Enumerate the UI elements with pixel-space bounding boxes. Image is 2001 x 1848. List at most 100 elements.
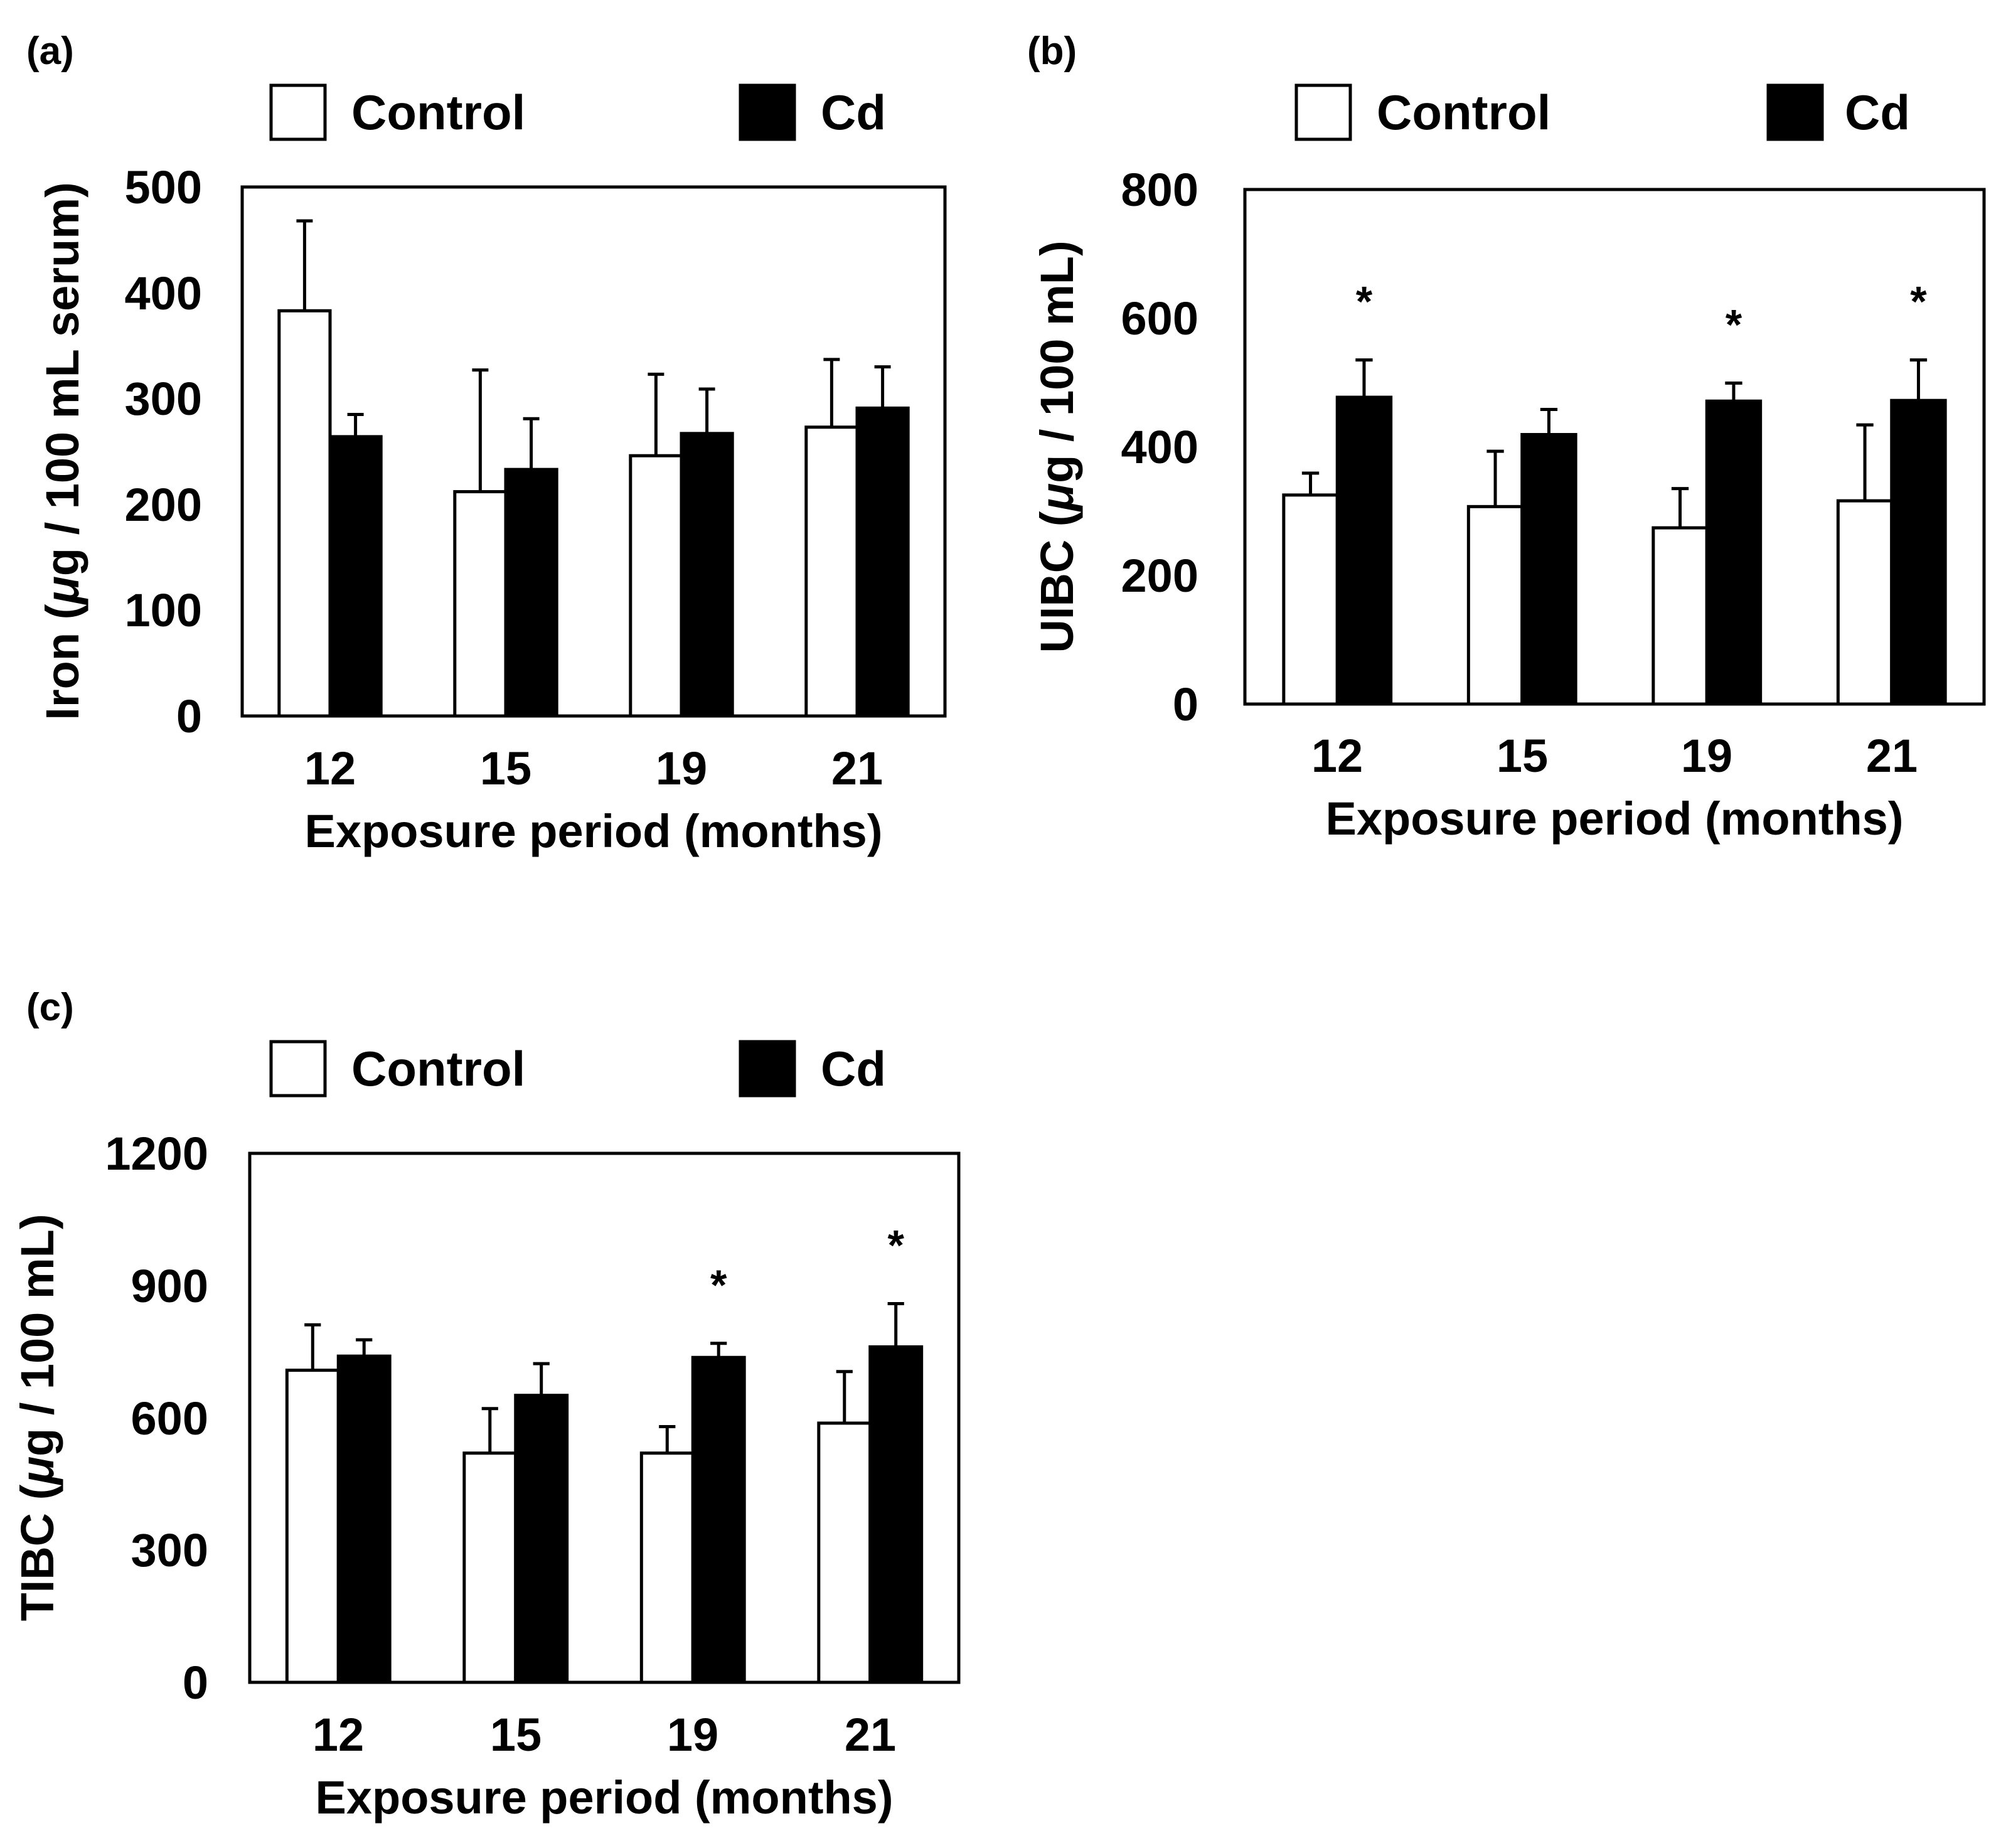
panel-c-control-bar-21	[817, 1421, 872, 1684]
panel-c-xtick: 21	[845, 1709, 896, 1761]
panel-c-xtick: 12	[312, 1709, 364, 1761]
panel-c-legend-cd-label: Cd	[821, 1041, 886, 1096]
panel-a-ytick: 300	[125, 373, 202, 425]
panel-b-ytick: 0	[1173, 678, 1198, 730]
panel-a: (a) Control Cd 0 100 200 300 400 500 12 …	[26, 29, 947, 857]
panel-a-ytick: 400	[125, 267, 202, 319]
panel-b: (b) Control Cd 0 200 400 600 800 12 15 1…	[1027, 29, 1986, 845]
panel-a-yaxis-label-mu: μ	[36, 576, 88, 606]
panel-b-yticks: 0 200 400 600 800	[1121, 164, 1198, 730]
panel-c-ytick: 300	[131, 1524, 208, 1576]
panel-c-significance-mark: *	[887, 1222, 904, 1269]
panel-b-yaxis-label-suffix: g / 100 mL)	[1031, 240, 1083, 483]
panel-b-cd-bar-12	[1335, 395, 1393, 706]
panel-a-xtick: 12	[304, 742, 356, 794]
panel-c-yaxis-label-suffix: g / 100 mL)	[11, 1214, 63, 1456]
panel-b-cd-bar-15	[1520, 433, 1577, 706]
panel-b-control-bar-15	[1466, 505, 1524, 706]
panel-b-xtick: 19	[1681, 730, 1732, 782]
panel-c-ytick: 600	[131, 1392, 208, 1445]
panel-b-cd-bar-21	[1890, 398, 1947, 706]
panel-b-bars: * * *	[1282, 278, 1947, 706]
panel-a-xtick: 15	[480, 742, 531, 794]
panel-b-control-bar-12	[1282, 493, 1339, 706]
panel-a-bars	[277, 219, 910, 718]
panel-c: (c) Control Cd 0 300 600 900 1200 12 15 …	[11, 986, 961, 1824]
panel-b-label: (b)	[1027, 29, 1077, 73]
panel-c-xtick: 19	[667, 1709, 718, 1761]
panel-b-xtick: 21	[1866, 730, 1918, 782]
panel-b-control-bar-19	[1651, 526, 1709, 706]
panel-b-yaxis-label-mu: μ	[1031, 483, 1083, 513]
panel-b-cd-bar-19	[1705, 399, 1763, 706]
panel-b-significance-mark: *	[1910, 278, 1927, 326]
panel-a-label: (a)	[26, 29, 74, 73]
panel-a-xticks: 12 15 19 21	[304, 742, 883, 794]
panel-a-cd-bar-15	[504, 467, 558, 718]
panel-a-control-bar-15	[453, 490, 508, 718]
panel-c-significance-mark: *	[710, 1261, 727, 1309]
panel-b-xaxis-label: Exposure period (months)	[1326, 793, 1904, 845]
panel-c-legend-control-label: Control	[351, 1041, 525, 1096]
panel-b-legend-cd-swatch	[1766, 83, 1824, 141]
panel-b-ytick: 600	[1121, 292, 1198, 344]
panel-b-xtick: 15	[1497, 730, 1548, 782]
panel-c-cd-bar-21	[868, 1345, 924, 1684]
panel-b-significance-mark: *	[1726, 301, 1742, 349]
panel-c-legend-cd-swatch	[739, 1040, 796, 1098]
panel-b-control-bar-21	[1836, 499, 1894, 706]
panel-c-control-bar-12	[285, 1369, 340, 1684]
panel-a-plot-frame	[240, 185, 947, 718]
panel-a-xaxis-label: Exposure period (months)	[305, 805, 883, 857]
panel-b-yaxis-label: UIBC (μg / 100 mL)	[1031, 240, 1083, 653]
panel-c-yaxis-label-prefix: TIBC (	[11, 1484, 63, 1621]
panel-b-legend-control-label: Control	[1377, 85, 1550, 140]
panel-b-ytick: 400	[1121, 421, 1198, 473]
panel-c-yticks: 0 300 600 900 1200	[105, 1128, 208, 1709]
panel-c-ytick: 0	[183, 1657, 208, 1709]
panel-a-ytick: 500	[125, 161, 202, 213]
panel-b-significance-mark: *	[1356, 278, 1373, 326]
panel-a-cd-bar-12	[328, 435, 383, 718]
panel-a-yaxis-label-prefix: Iron (	[36, 604, 88, 720]
panel-c-bars: **	[285, 1222, 924, 1684]
panel-a-legend-cd-swatch	[739, 83, 796, 141]
panel-c-xtick: 15	[490, 1709, 542, 1761]
panel-a-cd-bar-19	[680, 432, 734, 718]
panel-c-ytick: 900	[131, 1260, 208, 1312]
panel-a-ytick: 0	[176, 690, 202, 742]
panel-b-legend-control-swatch	[1294, 83, 1352, 141]
panel-b-ytick: 200	[1121, 550, 1198, 602]
panel-a-ytick: 200	[125, 479, 202, 531]
panel-a-yaxis-label: Iron (μg / 100 mL serum)	[36, 182, 88, 720]
panel-b-yaxis-label-prefix: UIBC (	[1031, 511, 1083, 653]
panel-a-legend-control-label: Control	[351, 85, 525, 140]
panel-c-label: (c)	[26, 986, 74, 1029]
panel-a-xtick: 19	[656, 742, 707, 794]
panel-c-ytick: 1200	[105, 1128, 208, 1180]
panel-c-control-bar-19	[639, 1451, 695, 1684]
panel-a-legend-cd-label: Cd	[821, 85, 886, 140]
panel-c-cd-bar-19	[691, 1355, 746, 1684]
panel-b-xtick: 12	[1311, 730, 1363, 782]
panel-a-xtick: 21	[831, 742, 883, 794]
panel-c-control-bar-15	[462, 1451, 518, 1684]
panel-a-legend-control-swatch	[269, 83, 327, 141]
panel-b-xticks: 12 15 19 21	[1311, 730, 1918, 782]
panel-c-xticks: 12 15 19 21	[312, 1709, 896, 1761]
panel-b-legend-cd-label: Cd	[1845, 85, 1910, 140]
panel-c-yaxis-label-mu: μ	[11, 1456, 63, 1486]
panel-c-plot-frame	[248, 1151, 961, 1684]
panel-a-control-bar-21	[804, 425, 859, 718]
panel-a-yticks: 0 100 200 300 400 500	[125, 161, 202, 742]
panel-a-cd-bar-21	[855, 406, 910, 718]
panel-b-plot-frame	[1243, 188, 1986, 706]
panel-c-cd-bar-12	[336, 1354, 392, 1684]
panel-a-ytick: 100	[125, 584, 202, 636]
panel-b-ytick: 800	[1121, 164, 1198, 216]
panel-a-yaxis-label-suffix: g / 100 mL serum)	[36, 182, 88, 576]
panel-a-control-bar-19	[629, 454, 683, 718]
panel-c-cd-bar-15	[514, 1394, 569, 1684]
panel-c-legend-control-swatch	[269, 1040, 327, 1098]
